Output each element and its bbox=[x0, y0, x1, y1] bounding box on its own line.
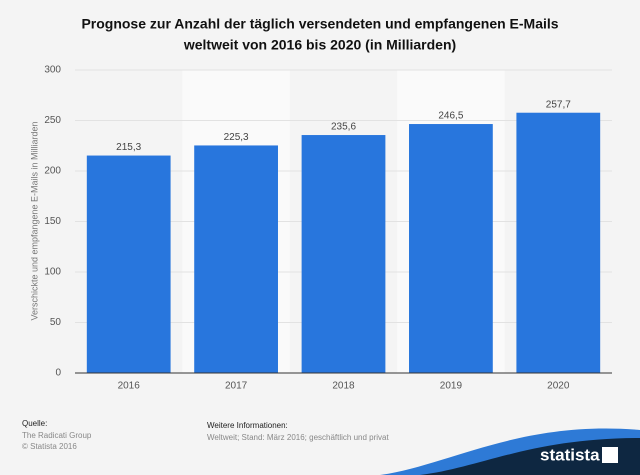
logo-icon bbox=[602, 447, 618, 463]
bar bbox=[86, 155, 171, 373]
logo: statista bbox=[540, 445, 600, 464]
value-label: 215,3 bbox=[116, 142, 141, 153]
y-tick-label: 100 bbox=[44, 267, 61, 278]
source-label: Quelle: bbox=[22, 419, 47, 428]
info-label: Weitere Informationen: bbox=[207, 421, 288, 430]
value-label: 257,7 bbox=[546, 99, 571, 110]
logo-bg bbox=[420, 438, 640, 475]
y-axis-label: Verschickte und empfangene E-Mails in Mi… bbox=[29, 121, 39, 320]
y-tick-label: 0 bbox=[55, 368, 61, 379]
x-tick-label: 2016 bbox=[118, 381, 141, 392]
bar bbox=[194, 145, 278, 373]
y-tick-label: 150 bbox=[44, 216, 61, 227]
x-tick-label: 2019 bbox=[440, 381, 463, 392]
bar bbox=[301, 135, 386, 373]
x-tick-label: 2017 bbox=[225, 381, 248, 392]
x-tick-label: 2020 bbox=[547, 381, 570, 392]
info: Weltweit; Stand: März 2016; geschäftlich… bbox=[207, 433, 390, 442]
value-label: 246,5 bbox=[438, 111, 463, 122]
y-tick-label: 250 bbox=[44, 115, 61, 126]
value-label: 235,6 bbox=[331, 122, 356, 133]
y-tick-label: 50 bbox=[50, 317, 62, 328]
bar bbox=[516, 112, 601, 374]
y-tick-label: 300 bbox=[44, 65, 61, 76]
bar bbox=[409, 124, 493, 373]
x-tick-label: 2018 bbox=[332, 381, 355, 392]
chart-title: weltweit von 2016 bis 2020 (in Milliarde… bbox=[183, 37, 456, 53]
source: © Statista 2016 bbox=[22, 442, 77, 451]
chart-title: Prognose zur Anzahl der täglich versende… bbox=[81, 16, 558, 32]
y-tick-label: 200 bbox=[44, 166, 61, 177]
value-label: 225,3 bbox=[224, 132, 249, 143]
source: The Radicati Group bbox=[22, 431, 92, 440]
